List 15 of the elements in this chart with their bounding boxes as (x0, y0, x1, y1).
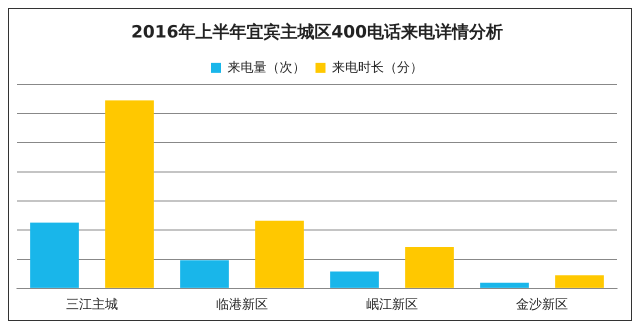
bar (255, 220, 304, 288)
bar (405, 247, 454, 288)
legend-label: 来电时长（分） (332, 60, 423, 76)
bar (480, 282, 529, 288)
x-tick-label: 三江主城 (66, 296, 118, 313)
bar (180, 260, 229, 288)
chart-title: 2016年上半年宜宾主城区400电话来电详情分析 (131, 22, 503, 43)
bar (330, 271, 379, 288)
bar (555, 275, 604, 288)
bar (30, 222, 79, 288)
bar (105, 100, 154, 288)
x-tick-label: 岷江新区 (366, 298, 418, 313)
x-tick-label: 金沙新区 (516, 298, 568, 313)
x-tick-label: 临港新区 (216, 298, 268, 313)
legend-label: 来电量（次） (228, 60, 306, 76)
